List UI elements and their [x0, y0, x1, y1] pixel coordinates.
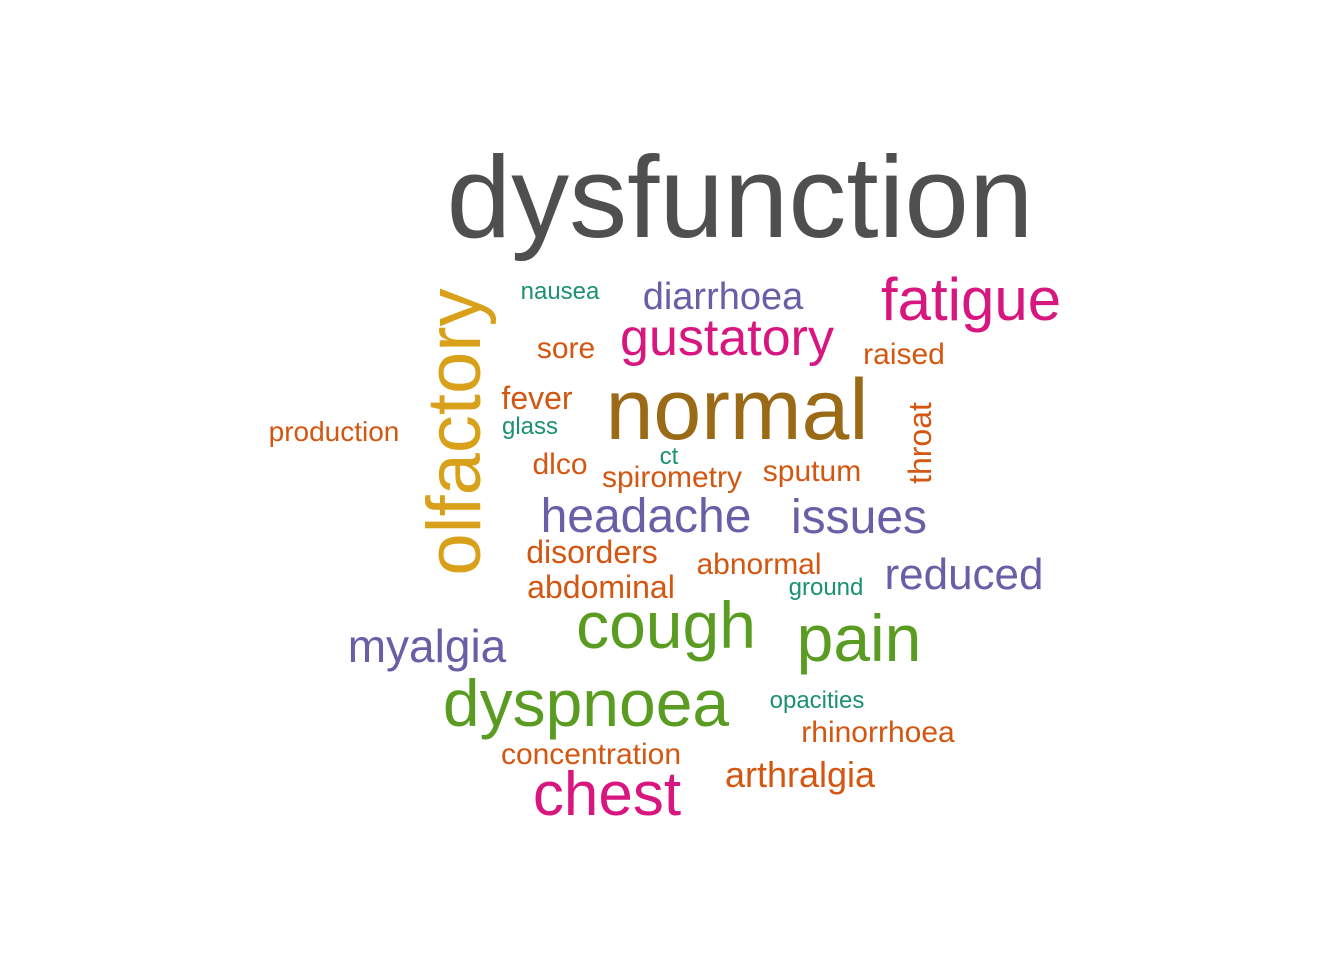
word-dyspnoea: dyspnoea — [442, 666, 730, 740]
word-dlco: dlco — [532, 448, 588, 481]
word-sore: sore — [536, 332, 596, 365]
word-ground: ground — [788, 574, 864, 601]
word-olfactory: olfactory — [412, 288, 497, 576]
word-concentration: concentration — [500, 738, 682, 771]
word-spirometry: spirometry — [601, 461, 743, 494]
word-fatigue: fatigue — [880, 266, 1062, 333]
word-opacities: opacities — [769, 687, 865, 714]
word-rhinorrhoea: rhinorrhoea — [801, 716, 955, 749]
word-raised: raised — [863, 338, 945, 371]
word-dysfunction: dysfunction — [446, 132, 1034, 262]
word-chest: chest — [532, 760, 682, 829]
word-fever: fever — [501, 380, 573, 416]
word-headache: headache — [540, 490, 752, 543]
word-myalgia: myalgia — [347, 620, 507, 672]
word-diarrhoea: diarrhoea — [642, 276, 804, 318]
word-abnormal: abnormal — [696, 548, 822, 581]
word-throat: throat — [902, 402, 938, 484]
word-glass: glass — [501, 413, 559, 440]
word-normal: normal — [605, 362, 869, 458]
word-disorders: disorders — [526, 534, 658, 570]
word-abdominal: abdominal — [527, 569, 675, 605]
word-nausea: nausea — [520, 278, 600, 305]
word-arthralgia: arthralgia — [724, 754, 876, 795]
word-reduced: reduced — [884, 550, 1044, 599]
word-sputum: sputum — [762, 455, 862, 488]
word-issues: issues — [790, 491, 928, 544]
word-production: production — [268, 416, 400, 447]
word-gustatory: gustatory — [620, 309, 834, 367]
word-ct: ct — [659, 443, 679, 470]
word-pain: pain — [796, 601, 922, 675]
word-cough: cough — [576, 588, 756, 662]
